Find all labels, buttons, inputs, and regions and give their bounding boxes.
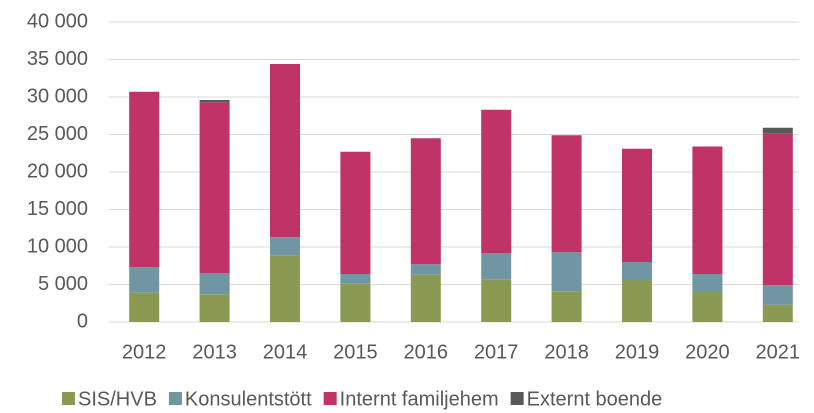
bar-segment bbox=[410, 274, 441, 322]
y-tick-label: 0 bbox=[77, 310, 88, 332]
legend-label: Externt boende bbox=[527, 388, 663, 410]
bar-segment bbox=[340, 274, 371, 284]
y-tick-label: 15 000 bbox=[27, 198, 88, 220]
bar-segment bbox=[340, 151, 371, 274]
legend-label: Konsulentstött bbox=[185, 388, 312, 410]
bar-segment bbox=[270, 237, 300, 256]
bar-segment bbox=[762, 133, 793, 286]
x-tick-label: 2017 bbox=[474, 341, 519, 363]
legend-swatch bbox=[62, 392, 75, 405]
bar-segment bbox=[129, 292, 160, 322]
bar-segment bbox=[481, 279, 512, 322]
bar-segment bbox=[199, 273, 230, 295]
bar-segment bbox=[199, 294, 230, 322]
x-tick-label: 2016 bbox=[404, 341, 449, 363]
bar-segment bbox=[692, 146, 723, 274]
bar-segment bbox=[551, 252, 582, 292]
bar-segment bbox=[199, 102, 230, 274]
y-tick-label: 5 000 bbox=[38, 273, 88, 295]
bar-segment bbox=[129, 91, 160, 268]
bar-segment bbox=[622, 280, 652, 322]
legend-swatch bbox=[510, 392, 524, 405]
x-tick-label: 2014 bbox=[263, 341, 308, 363]
x-tick-label: 2012 bbox=[122, 341, 167, 363]
legend-swatch bbox=[168, 392, 182, 405]
bar-segment bbox=[551, 291, 582, 322]
bar-segment bbox=[340, 283, 371, 322]
legend-label: Internt familjehem bbox=[340, 388, 499, 410]
x-tick-label: 2019 bbox=[615, 341, 660, 363]
bar-segment bbox=[692, 274, 723, 292]
bar-segment bbox=[551, 135, 582, 253]
bar-segment bbox=[481, 109, 512, 253]
bar-segment bbox=[762, 285, 793, 305]
bar-segment bbox=[199, 100, 230, 103]
legend-label: SIS/HVB bbox=[78, 388, 157, 410]
x-tick-label: 2021 bbox=[756, 341, 801, 363]
y-tick-label: 10 000 bbox=[27, 235, 88, 257]
bar-segment bbox=[692, 292, 723, 322]
y-tick-label: 30 000 bbox=[27, 85, 88, 107]
bar-segment bbox=[622, 262, 652, 280]
x-tick-label: 2020 bbox=[685, 341, 730, 363]
y-tick-label: 20 000 bbox=[27, 160, 88, 182]
bar-segment bbox=[270, 255, 300, 322]
bar-segment bbox=[762, 127, 793, 134]
bar-segment bbox=[622, 148, 652, 262]
bar-segment bbox=[410, 264, 441, 275]
bar-segment bbox=[481, 253, 512, 280]
bar-segment bbox=[270, 64, 300, 238]
y-tick-label: 35 000 bbox=[27, 48, 88, 70]
bar-segment bbox=[762, 304, 793, 322]
x-tick-label: 2018 bbox=[544, 341, 589, 363]
y-tick-label: 40 000 bbox=[27, 10, 88, 32]
x-tick-label: 2013 bbox=[192, 341, 237, 363]
legend-swatch bbox=[323, 392, 337, 405]
bar-segment bbox=[410, 138, 441, 265]
x-tick-label: 2015 bbox=[333, 341, 378, 363]
y-tick-label: 25 000 bbox=[27, 123, 88, 145]
bar-segment bbox=[129, 267, 160, 293]
